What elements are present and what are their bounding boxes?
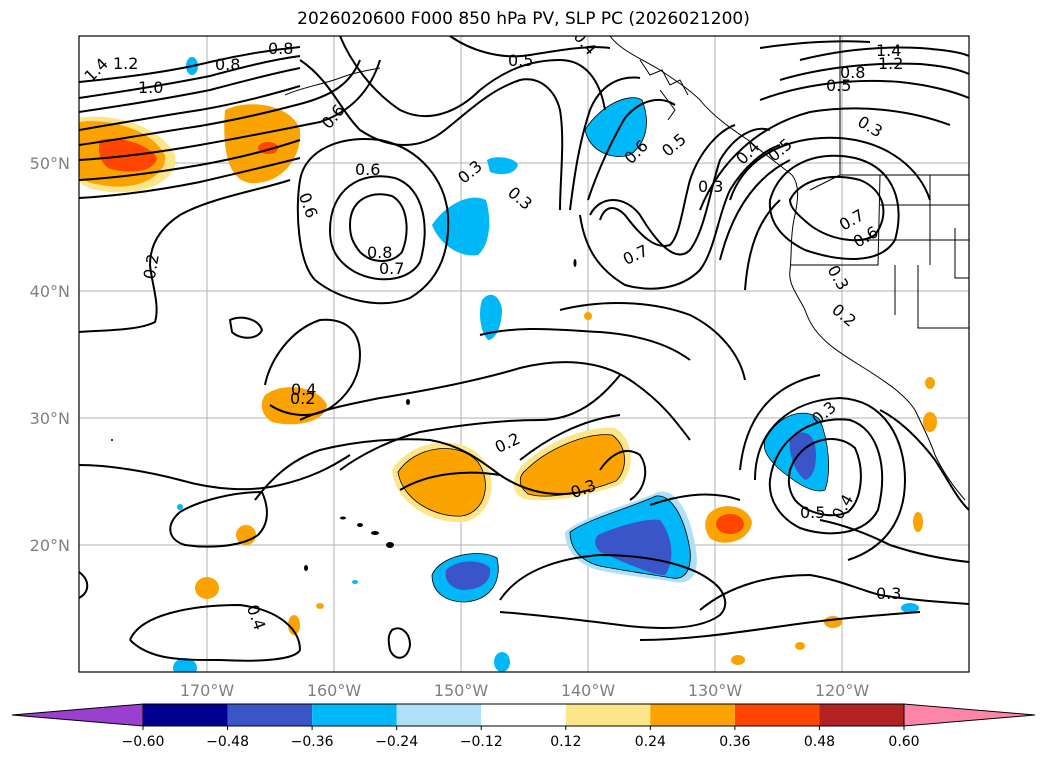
lat-tick: 30°N (30, 409, 70, 428)
contour-label: 0.7 (379, 259, 404, 278)
lat-tick: 20°N (30, 536, 70, 555)
colorbar-bin (143, 704, 228, 726)
colorbar-bin (650, 704, 735, 726)
latitude-ticks: 50°N 40°N 30°N 20°N (30, 154, 70, 555)
contour-label: 0.2 (290, 389, 315, 408)
slp-contours (79, 36, 969, 662)
contour-label: 0.8 (268, 39, 293, 58)
colorbar-bin (227, 704, 313, 726)
lon-tick: 120°W (815, 681, 870, 700)
contour-label: 1.2 (113, 54, 138, 73)
contour-label: 1.2 (878, 54, 903, 73)
contour-label: 0.6 (355, 160, 380, 179)
colorbar-tick-label: −0.60 (122, 734, 165, 750)
lon-tick: 160°W (307, 681, 362, 700)
colorbar-extend-high (903, 703, 1036, 727)
contour-label: 0.5 (826, 76, 851, 95)
colorbar-tick-label: 0.48 (804, 734, 835, 750)
colorbar-tick-label: 0.60 (888, 734, 919, 750)
colorbar-tick-label: −0.24 (375, 734, 418, 750)
contour-label: 0.8 (840, 63, 865, 82)
contour-label: 0.3 (698, 177, 723, 196)
lon-tick: 130°W (688, 681, 743, 700)
colorbar-tick-label: −0.12 (460, 734, 503, 750)
colorbar-bin (481, 704, 566, 726)
colorbar-bin (312, 704, 397, 726)
contour-label: 0.2 (140, 252, 163, 280)
colorbar-bin (734, 704, 820, 726)
colorbar-tick-label: 0.36 (719, 734, 750, 750)
colorbar: −0.60 −0.48 −0.36 −0.24 −0.12 0.12 0.24 0.36 0.4… (11, 703, 1036, 750)
colorbar-extend-low (11, 703, 144, 727)
colorbar-bin (396, 704, 482, 726)
colorbar-bin (565, 704, 651, 726)
longitude-ticks: 170°W 160°W 150°W 140°W 130°W 120°W (180, 681, 870, 700)
contour-label: 0.8 (367, 243, 392, 262)
colorbar-outline (142, 703, 905, 727)
contour-label: 0.8 (215, 55, 240, 74)
colorbar-bin (819, 704, 904, 726)
colorbar-tick-label: −0.36 (291, 734, 334, 750)
contour-label: 1.0 (138, 78, 163, 97)
contour-label: 0.5 (800, 503, 825, 522)
lon-tick: 150°W (434, 681, 489, 700)
lat-tick: 50°N (30, 154, 70, 173)
islands (111, 259, 577, 571)
map-frame (78, 35, 970, 673)
map-title: 2026020600 F000 850 hPa PV, SLP PC (2026… (297, 9, 750, 29)
colorbar-tick-label: −0.48 (206, 734, 249, 750)
coastlines (284, 36, 969, 501)
colorbar-tick-label: 0.12 (550, 734, 581, 750)
contour-label: 1.4 (876, 41, 901, 60)
lon-tick: 140°W (561, 681, 616, 700)
map-panel: 1.4 1.2 1.0 0.8 0.8 0.6 0.5 0.4 0.6 0.3 … (79, 36, 969, 672)
contour-label: 0.4 (291, 380, 316, 399)
colorbar-tick-label: 0.24 (635, 734, 666, 750)
lat-tick: 40°N (30, 282, 70, 301)
lon-tick: 170°W (180, 681, 235, 700)
contour-label: 0.3 (876, 584, 901, 603)
contour-label: 0.5 (508, 51, 533, 70)
